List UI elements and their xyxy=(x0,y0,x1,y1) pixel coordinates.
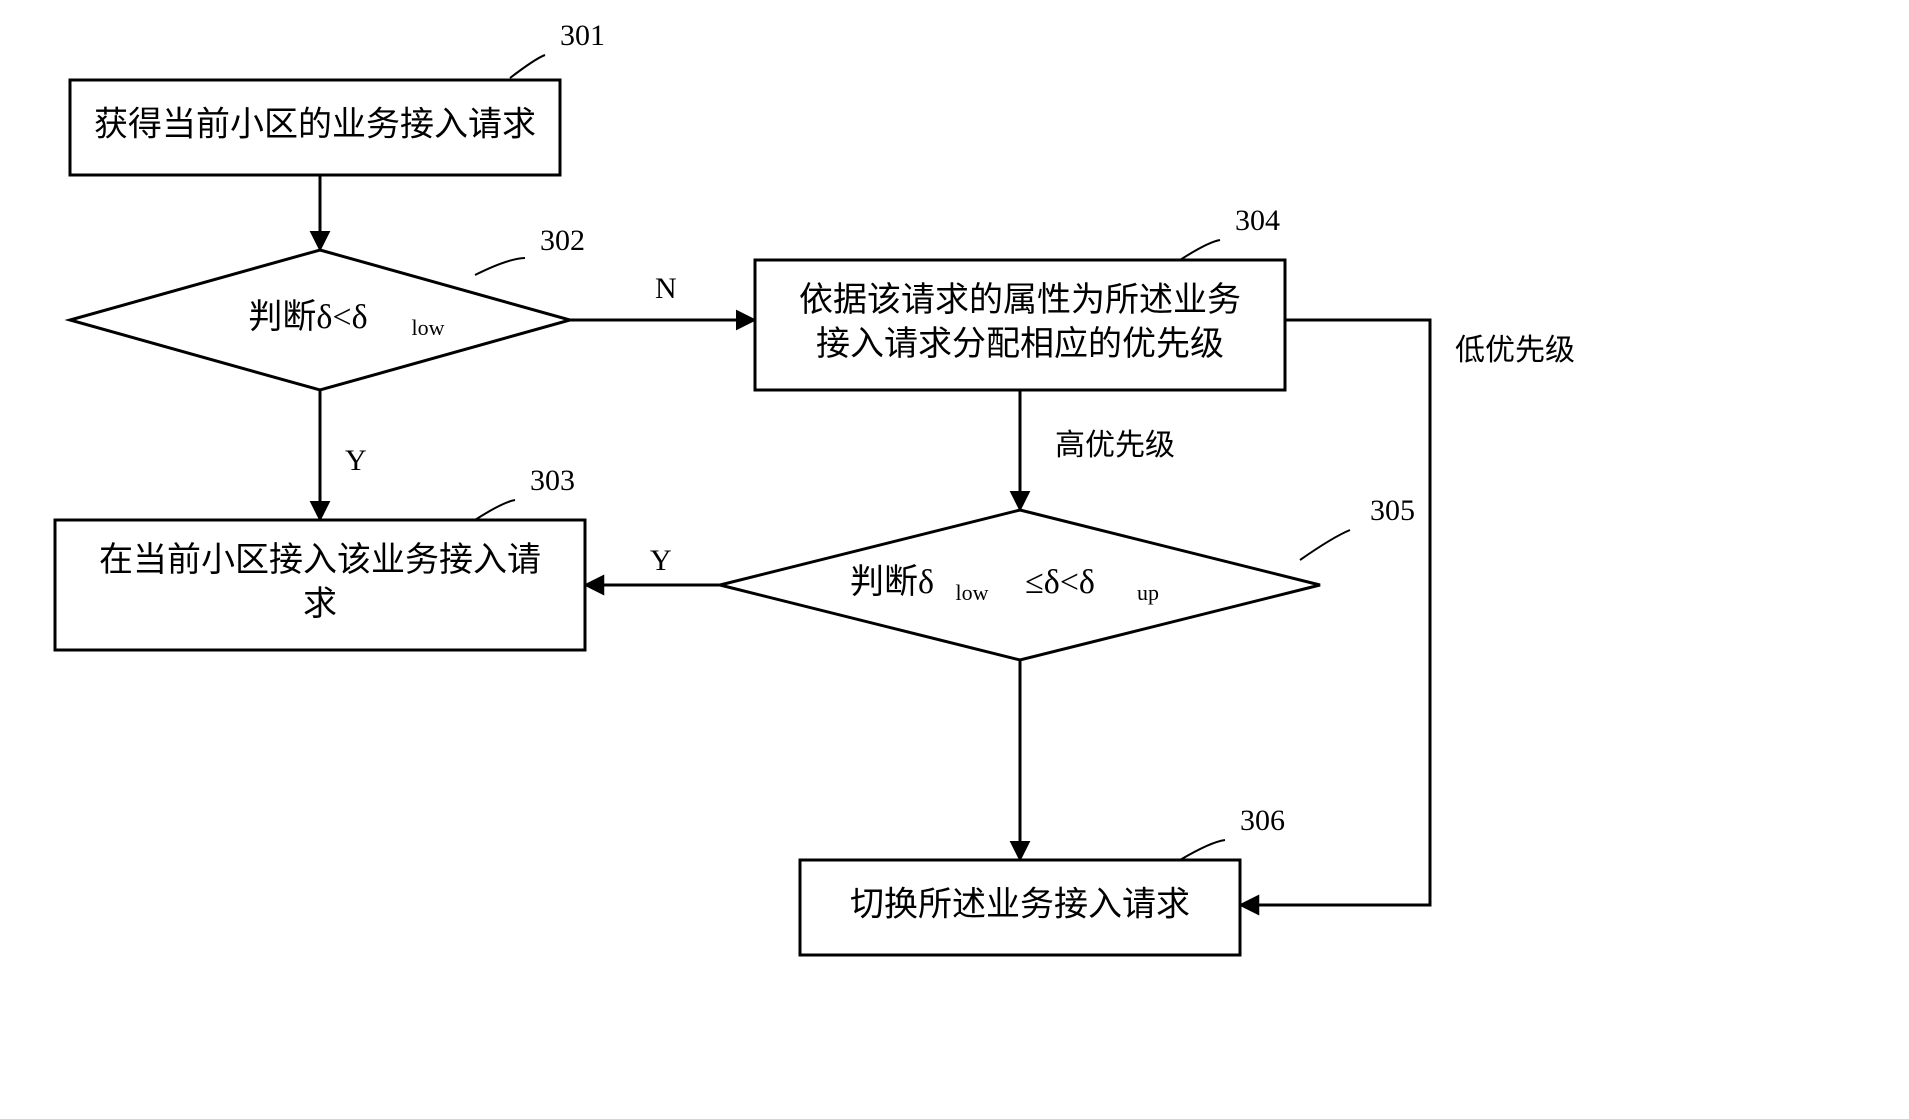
step-number: 302 xyxy=(540,224,585,257)
node-text-part: ≤δ<δ xyxy=(1025,564,1095,601)
node-text-part: low xyxy=(412,315,445,340)
edge-e3: N xyxy=(570,272,755,320)
step-number: 305 xyxy=(1370,494,1415,527)
step-number: 303 xyxy=(530,464,575,497)
node-text-part: 判断δ xyxy=(850,563,934,601)
node-n304: 依据该请求的属性为所述业务接入请求分配相应的优先级 304 xyxy=(755,204,1285,390)
edge-e2: Y xyxy=(320,390,367,520)
node-n305: 判断δlow ≤δ<δ up 305 xyxy=(720,494,1415,660)
edge-label: Y xyxy=(345,444,367,477)
edge-label: 低优先级 xyxy=(1455,334,1575,367)
node-text: 依据该请求的属性为所述业务 xyxy=(799,281,1241,319)
edge-e5: Y xyxy=(585,544,720,585)
edge-label: N xyxy=(655,272,677,305)
edge-e7: 低优先级 xyxy=(1240,320,1575,905)
node-n302: 判断δ<δ low 302 xyxy=(70,224,585,390)
edge-label: Y xyxy=(650,544,672,577)
step-number: 304 xyxy=(1235,204,1280,237)
node-text: 接入请求分配相应的优先级 xyxy=(816,325,1224,363)
node-text-part: up xyxy=(1137,580,1159,605)
step-number: 306 xyxy=(1240,804,1285,837)
node-text: 获得当前小区的业务接入请求 xyxy=(94,105,536,143)
step-number: 301 xyxy=(560,19,605,52)
node-text-part: low xyxy=(956,580,989,605)
edge-label: 高优先级 xyxy=(1055,429,1175,462)
node-text-part: 判断δ<δ xyxy=(248,298,367,336)
node-text: 切换所述业务接入请求 xyxy=(850,885,1190,923)
node-text: 在当前小区接入该业务接入请 xyxy=(99,541,541,579)
node-n306: 切换所述业务接入请求 306 xyxy=(800,804,1285,955)
edge-e4: 高优先级 xyxy=(1020,390,1175,510)
node-n301: 获得当前小区的业务接入请求 301 xyxy=(70,19,605,175)
node-text: 求 xyxy=(303,586,337,623)
